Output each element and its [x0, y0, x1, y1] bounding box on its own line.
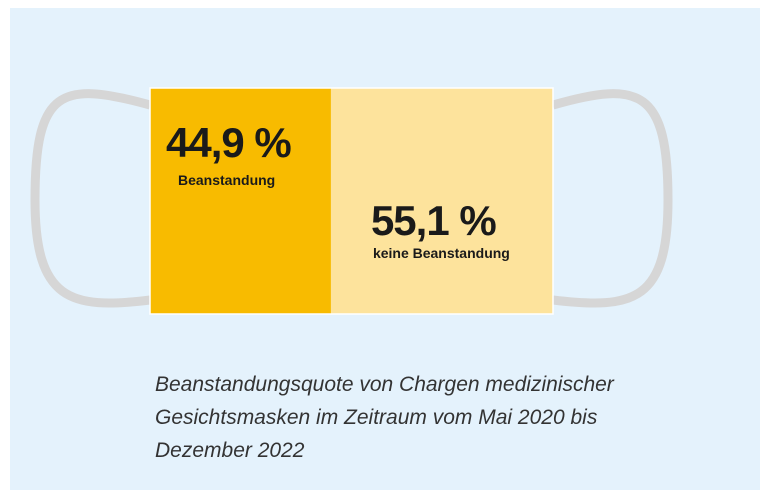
mask-outline	[149, 87, 554, 315]
ear-loop-right	[551, 89, 673, 308]
value-label: 55,1 %	[370, 197, 497, 244]
segment-name: Beanstandung	[178, 172, 276, 188]
segment-name: keine Beanstandung	[372, 245, 510, 261]
mask-segment	[150, 88, 331, 314]
value-label: 44,9 %	[166, 119, 292, 166]
ear-loop-left	[30, 89, 152, 308]
mask-segment	[330, 88, 553, 314]
caption: Beanstandungsquote von Chargen medizinis…	[155, 373, 614, 462]
